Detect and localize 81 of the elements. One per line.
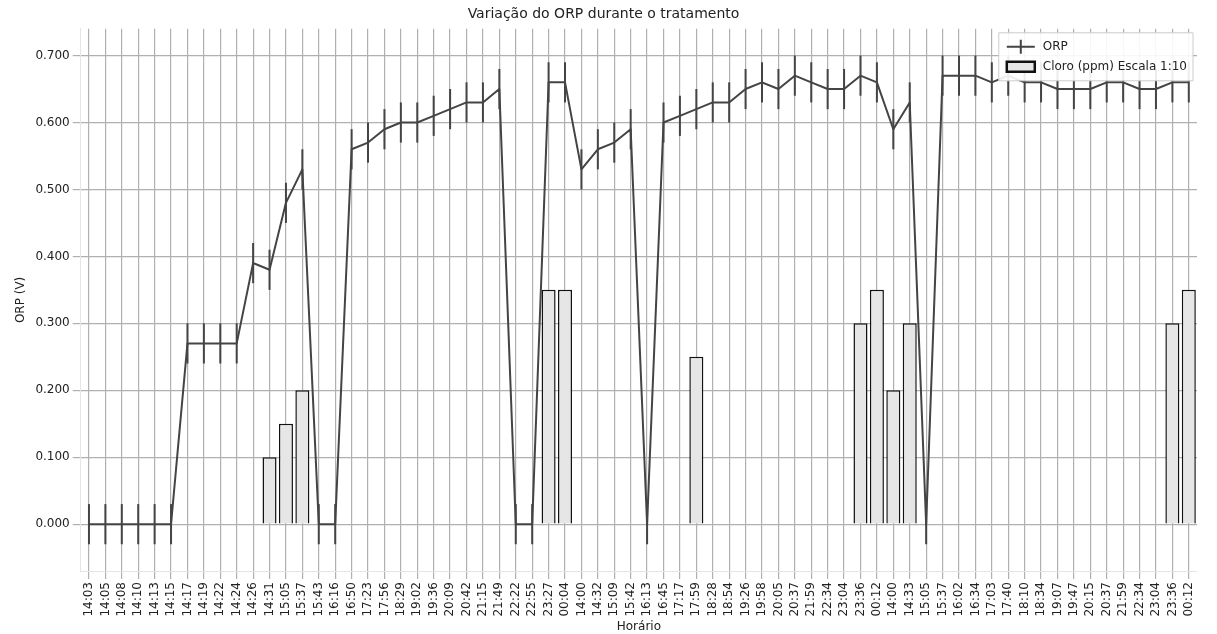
x-tick-label: 19:26 [737,582,752,617]
x-tick-label: 21:15 [475,582,490,617]
x-tick-label: 15:37 [294,582,309,617]
x-tick-label: 17:23 [360,582,375,617]
x-tick-label: 14:17 [179,582,194,617]
x-tick-label: 14:05 [97,582,112,617]
x-tick-label: 16:16 [327,582,342,617]
x-tick-label: 21:49 [491,582,506,617]
x-tick-label: 23:04 [1148,582,1163,617]
x-tick-label: 14:00 [573,582,588,617]
x-tick-label: 16:02 [951,582,966,617]
x-tick-label: 16:34 [967,582,982,617]
x-tick-label: 14:33 [901,582,916,617]
y-tick-label: 0.500 [35,181,70,196]
x-tick-label: 18:10 [1016,582,1031,617]
x-tick-label: 23:36 [1164,582,1179,617]
x-tick-label: 20:37 [786,582,801,617]
x-tick-label: 23:36 [852,582,867,617]
x-tick-label: 17:59 [688,582,703,617]
x-tick-label: 17:56 [376,582,391,617]
x-tick-label: 15:09 [606,582,621,617]
legend-label: ORP [1042,38,1068,53]
x-tick-label: 14:26 [245,582,260,617]
x-tick-label: 19:07 [1049,582,1064,617]
x-tick-label: 23:27 [540,582,555,617]
x-tick-label: 17:03 [983,582,998,617]
x-tick-label: 15:43 [310,582,325,617]
x-tick-label: 00:12 [1180,582,1195,617]
x-tick-label: 15:42 [622,582,637,617]
x-tick-label: 20:05 [770,582,785,617]
x-tick-label: 15:05 [278,582,293,617]
y-tick-label: 0.200 [35,382,70,397]
y-tick-label: 0.300 [35,315,70,330]
x-tick-label: 19:36 [425,582,440,617]
x-tick-label: 20:15 [1082,582,1097,617]
y-axis-title: ORP (V) [13,276,28,324]
x-tick-label: 14:19 [195,582,210,617]
x-tick-label: 22:55 [524,582,539,617]
x-tick-label: 20:37 [1098,582,1113,617]
x-tick-label: 14:03 [81,582,96,617]
x-tick-label: 14:31 [261,582,276,617]
x-tick-label: 18:28 [704,582,719,617]
x-tick-label: 19:02 [409,582,424,617]
x-tick-label: 19:58 [754,582,769,617]
x-tick-label: 17:17 [672,582,687,617]
y-tick-label: 0.600 [35,114,70,129]
x-tick-label: 15:37 [934,582,949,617]
legend-label: Cloro (ppm) Escala 1:10 [1042,58,1187,73]
x-tick-label: 00:12 [869,582,884,617]
x-tick-label: 14:13 [146,582,161,617]
x-tick-label: 18:29 [392,582,407,617]
x-tick-label: 22:34 [1131,582,1146,617]
x-tick-label: 16:13 [639,582,654,617]
y-tick-label: 0.400 [35,248,70,263]
x-tick-label: 14:10 [130,582,145,617]
x-tick-label: 18:54 [721,582,736,617]
x-tick-label: 21:59 [803,582,818,617]
x-tick-label: 14:00 [885,582,900,617]
x-tick-label: 19:47 [1066,582,1081,617]
x-tick-label: 14:08 [113,582,128,617]
x-tick-label: 16:50 [343,582,358,617]
x-tick-label: 14:15 [163,582,178,617]
x-tick-label: 18:34 [1033,582,1048,617]
chart-title: Variação do ORP durante o tratamento [467,5,740,22]
x-tick-label: 23:04 [836,582,851,617]
x-tick-label: 17:40 [1000,582,1015,617]
x-tick-label: 14:32 [589,582,604,617]
x-tick-label: 15:05 [918,582,933,617]
x-tick-label: 14:24 [228,582,243,617]
y-tick-label: 0.000 [35,516,70,531]
x-tick-label: 22:34 [819,582,834,617]
x-tick-label: 14:22 [212,582,227,617]
x-tick-label: 21:59 [1115,582,1130,617]
y-tick-label: 0.100 [35,449,70,464]
x-tick-label: 20:42 [458,582,473,617]
x-tick-label: 00:04 [557,582,572,617]
y-tick-label: 0.700 [35,47,70,62]
x-axis-title: Horário [616,618,662,633]
x-tick-label: 16:45 [655,582,670,617]
x-tick-label: 22:22 [507,582,522,617]
x-tick-label: 20:09 [442,582,457,617]
